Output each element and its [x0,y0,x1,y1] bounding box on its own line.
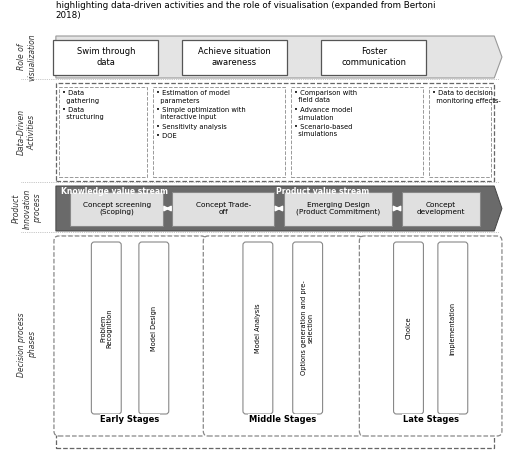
Bar [59,87,147,177]
Text: parameters: parameters [156,98,199,104]
Text: monitoring effects-: monitoring effects- [432,98,501,104]
Text: Early Stages: Early Stages [100,415,160,424]
Text: Knowledge value stream: Knowledge value stream [61,187,168,196]
FancyBboxPatch shape [394,242,424,414]
Bar [429,87,491,177]
Text: • Advance model: • Advance model [294,107,353,113]
Text: • Estimation of model: • Estimation of model [156,90,230,96]
Text: highlighting data-driven activities and the role of visualisation (expanded from: highlighting data-driven activities and … [56,1,435,20]
Text: Product value stream: Product value stream [276,187,369,196]
Text: Swim through
data: Swim through data [77,47,135,67]
Bar [291,87,424,177]
Text: • Data to decision: • Data to decision [432,90,493,96]
Text: Late Stages: Late Stages [403,415,459,424]
Text: Model Analysis: Model Analysis [255,303,261,353]
FancyBboxPatch shape [283,192,392,225]
Text: Role of
visualization: Role of visualization [17,33,37,81]
Text: Middle Stages: Middle Stages [249,415,316,424]
FancyBboxPatch shape [54,236,206,436]
Text: structuring: structuring [62,114,104,120]
Text: Concept screening
(Scoping): Concept screening (Scoping) [83,202,151,215]
FancyBboxPatch shape [71,192,163,225]
Text: Product
Innovation
process: Product Innovation process [12,188,42,229]
Text: Choice: Choice [405,317,412,339]
Text: interactive input: interactive input [156,114,216,120]
FancyBboxPatch shape [172,192,274,225]
Text: simulations: simulations [294,131,337,138]
FancyBboxPatch shape [53,39,158,75]
Text: Decision process
phases: Decision process phases [17,312,37,377]
Text: Concept
development: Concept development [416,202,465,215]
Text: • Data: • Data [62,90,84,96]
Bar [56,83,494,181]
Text: field data: field data [294,98,330,104]
FancyBboxPatch shape [203,236,362,436]
Text: • Scenario-based: • Scenario-based [294,124,353,130]
Text: • Simple optimization with: • Simple optimization with [156,107,246,113]
Text: Concept Trade-
off: Concept Trade- off [196,202,251,215]
Text: • Sensitivity analysis: • Sensitivity analysis [156,124,226,130]
Text: Data-Driven
Activities: Data-Driven Activities [17,109,37,155]
Text: gathering: gathering [62,98,99,104]
Polygon shape [56,36,502,78]
Text: Implementation: Implementation [450,301,456,355]
Text: Options generation and pre-
selection: Options generation and pre- selection [301,281,314,375]
Text: • DOE: • DOE [156,133,177,139]
FancyBboxPatch shape [359,236,502,436]
Text: Emerging Design
(Product Commitment): Emerging Design (Product Commitment) [296,202,380,215]
FancyBboxPatch shape [181,39,287,75]
Text: Achieve situation
awareness: Achieve situation awareness [198,47,270,67]
Text: Model Design: Model Design [151,306,157,350]
Bar [153,87,286,177]
Text: • Comparison with: • Comparison with [294,90,357,96]
FancyBboxPatch shape [438,242,468,414]
Text: Problem
Recognition: Problem Recognition [100,308,112,348]
FancyBboxPatch shape [293,242,323,414]
FancyBboxPatch shape [139,242,169,414]
FancyBboxPatch shape [243,242,273,414]
FancyBboxPatch shape [321,39,426,75]
Text: • Data: • Data [62,107,84,113]
FancyBboxPatch shape [402,192,480,225]
Text: simulation: simulation [294,114,334,120]
FancyBboxPatch shape [92,242,121,414]
Bar [56,236,494,448]
Text: Foster
communication: Foster communication [342,47,406,67]
Polygon shape [56,186,502,231]
